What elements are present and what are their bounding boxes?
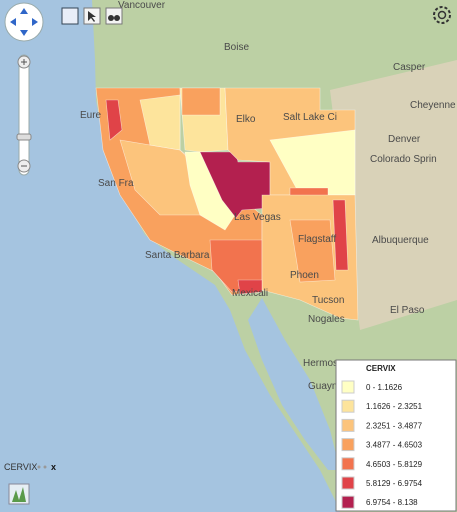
- select-icon: [88, 11, 96, 22]
- legend-swatch: [341, 399, 355, 413]
- city-label: Hermos: [303, 358, 338, 369]
- layer-icon: [12, 487, 26, 502]
- pan-control[interactable]: [4, 2, 44, 42]
- city-label: Nogales: [308, 314, 345, 325]
- city-label: Denver: [388, 134, 421, 145]
- legend-swatch: [341, 380, 355, 394]
- pan-left[interactable]: [10, 18, 16, 26]
- zoom-handle[interactable]: [16, 133, 32, 141]
- legend-label: 1.1626 - 2.3251: [366, 402, 423, 411]
- zoom-slider[interactable]: [16, 54, 32, 176]
- binocular-icon: [114, 15, 120, 21]
- city-label: San Fra: [98, 178, 134, 189]
- city-label: Mexicali: [232, 288, 268, 299]
- layer-dot: [43, 465, 47, 469]
- legend-label: 2.3251 - 3.4877: [366, 421, 423, 430]
- gear-inner: [437, 10, 447, 20]
- legend-label: 4.6503 - 5.8129: [366, 460, 423, 469]
- zoom-track[interactable]: [18, 54, 30, 176]
- city-label: Colorado Sprin: [370, 154, 437, 165]
- legend-label: 3.4877 - 4.6503: [366, 441, 423, 450]
- city-label: Vancouver: [118, 0, 166, 11]
- city-label: Phoen: [290, 270, 319, 281]
- pan-right[interactable]: [32, 18, 38, 26]
- legend-swatch: [341, 418, 355, 432]
- desert: [330, 60, 457, 330]
- region: [289, 219, 336, 283]
- city-label: Albuquerque: [372, 235, 429, 246]
- city-label: Tucson: [312, 295, 344, 306]
- city-label: Guaym: [308, 381, 340, 392]
- legend-swatch: [341, 438, 355, 452]
- layer-name: CERVIX: [4, 462, 37, 472]
- binocular-icon: [108, 15, 114, 21]
- settings-button[interactable]: [433, 6, 451, 24]
- layer-dot: [37, 465, 41, 469]
- legend: CERVIX 0 - 1.1626 1.1626 - 2.3251 2.3251 -…: [335, 359, 457, 512]
- pan-circle[interactable]: [4, 2, 44, 42]
- city-label: El Paso: [390, 305, 425, 316]
- legend-swatch: [341, 495, 355, 509]
- pan-tool[interactable]: [61, 7, 79, 25]
- identify-tool[interactable]: [105, 7, 123, 25]
- legend-items: 0 - 1.1626 1.1626 - 2.3251 2.3251 - 3.4877…: [341, 380, 423, 509]
- city-label: Las Vegas: [234, 212, 281, 223]
- legend-swatch: [341, 476, 355, 490]
- region: [105, 99, 123, 141]
- choropleth: [95, 87, 359, 321]
- legend-label: 6.9754 - 8.138: [366, 498, 418, 507]
- pan-up[interactable]: [20, 8, 28, 14]
- region: [181, 87, 221, 116]
- city-label: Boise: [224, 42, 249, 53]
- city-label: Casper: [393, 62, 426, 73]
- city-label: Cheyenne: [410, 100, 456, 111]
- legend-box: [335, 359, 457, 512]
- city-label: Flagstaff: [298, 234, 336, 245]
- city-label: Santa Barbara: [145, 250, 210, 261]
- toolbar: [61, 7, 123, 25]
- legend-label: 5.8129 - 6.9754: [366, 479, 423, 488]
- legend-swatch: [341, 457, 355, 471]
- pan-down[interactable]: [20, 30, 28, 36]
- region: [237, 279, 263, 295]
- region: [139, 94, 181, 151]
- city-label: Elko: [236, 114, 256, 125]
- gear-outer[interactable]: [433, 6, 451, 24]
- city-label: Salt Lake Ci: [283, 112, 337, 123]
- legend-label: 0 - 1.1626: [366, 383, 403, 392]
- region: [332, 199, 349, 271]
- legend-title: CERVIX: [366, 364, 396, 373]
- gulf: [248, 298, 340, 470]
- city-label: Eure: [80, 110, 102, 121]
- layer-close[interactable]: x: [51, 462, 56, 472]
